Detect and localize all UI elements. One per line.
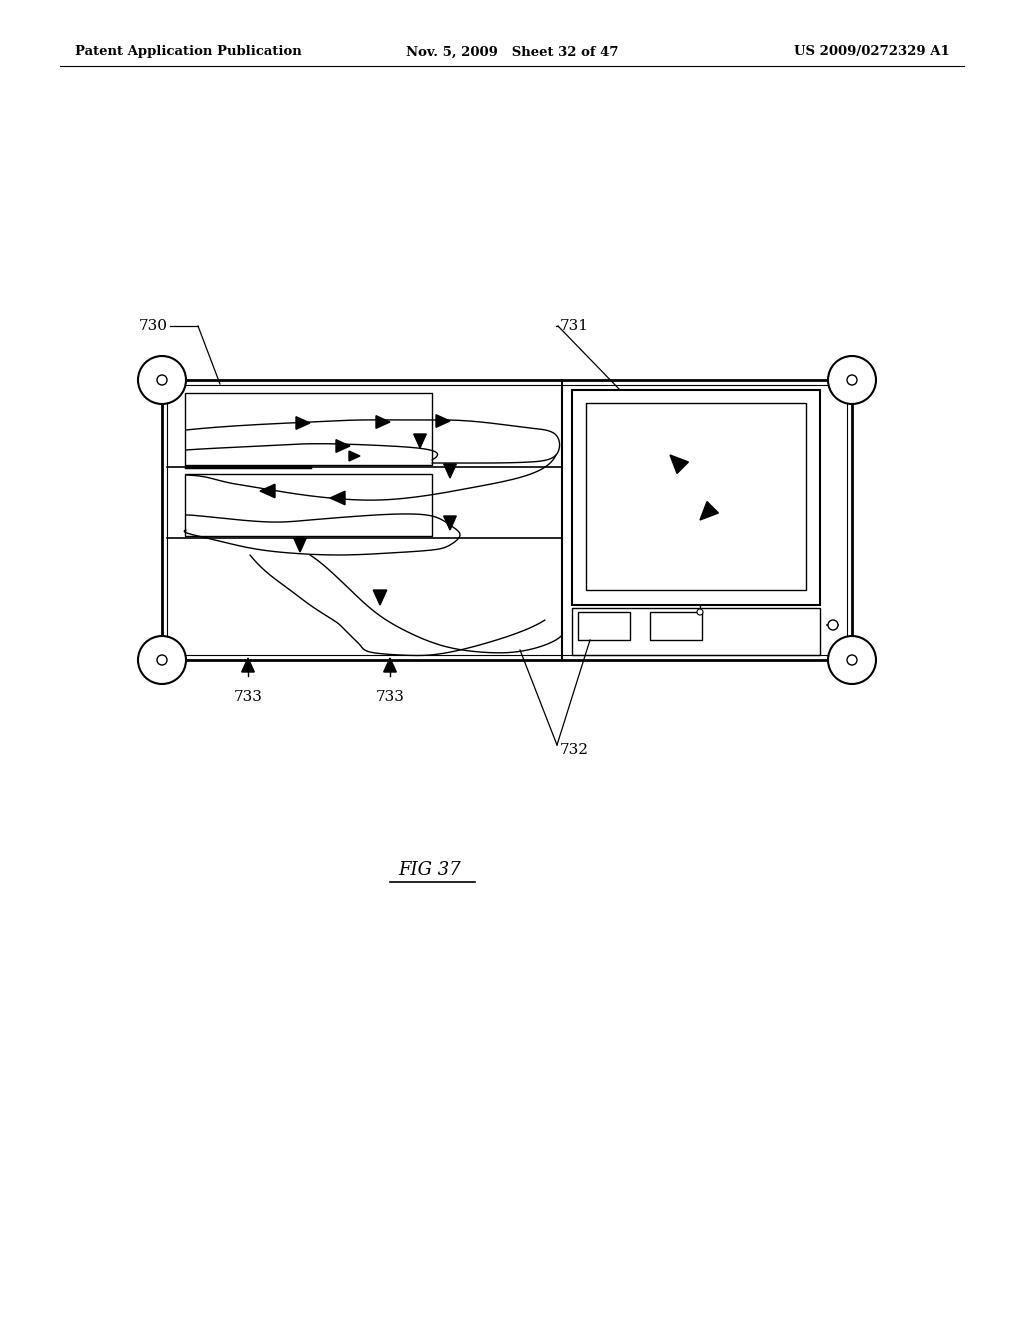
Polygon shape (294, 539, 306, 552)
Polygon shape (242, 657, 254, 672)
Polygon shape (443, 516, 457, 531)
Text: 733: 733 (376, 690, 404, 704)
Text: FIG 37: FIG 37 (398, 861, 462, 879)
Polygon shape (296, 417, 310, 429)
Bar (185, 474, 432, 536)
Polygon shape (384, 657, 396, 672)
Text: 730: 730 (139, 319, 168, 333)
Circle shape (157, 655, 167, 665)
Circle shape (828, 636, 876, 684)
Polygon shape (443, 465, 457, 478)
Bar (185, 393, 432, 465)
Polygon shape (414, 434, 426, 447)
Polygon shape (330, 491, 345, 504)
Circle shape (138, 356, 186, 404)
Bar (167, 385, 847, 655)
Bar (162, 380, 852, 660)
Polygon shape (376, 416, 390, 428)
Polygon shape (349, 451, 360, 461)
Circle shape (828, 356, 876, 404)
Text: US 2009/0272329 A1: US 2009/0272329 A1 (795, 45, 950, 58)
Text: 733: 733 (233, 690, 262, 704)
Bar (572, 389, 820, 605)
Polygon shape (436, 414, 450, 428)
Circle shape (697, 609, 703, 615)
Polygon shape (670, 455, 688, 474)
Polygon shape (374, 590, 387, 605)
Circle shape (847, 375, 857, 385)
Circle shape (847, 655, 857, 665)
Circle shape (157, 375, 167, 385)
Text: Patent Application Publication: Patent Application Publication (75, 45, 302, 58)
Bar (650, 612, 702, 640)
Text: 731: 731 (560, 319, 589, 333)
Bar (572, 609, 820, 655)
Polygon shape (260, 484, 275, 498)
Circle shape (828, 620, 838, 630)
Bar (586, 403, 806, 590)
Text: Nov. 5, 2009   Sheet 32 of 47: Nov. 5, 2009 Sheet 32 of 47 (406, 45, 618, 58)
Bar (578, 612, 630, 640)
Polygon shape (336, 440, 350, 453)
Polygon shape (700, 502, 719, 520)
Circle shape (138, 636, 186, 684)
Text: 732: 732 (560, 743, 589, 756)
